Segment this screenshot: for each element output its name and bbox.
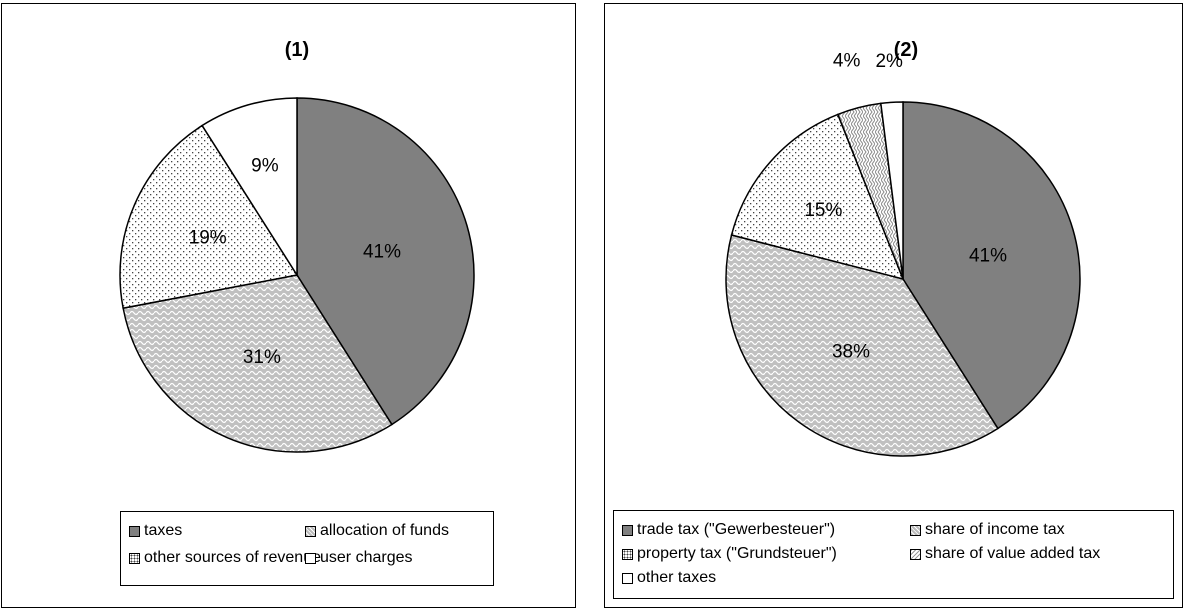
chart-title-1: (1) xyxy=(285,39,309,61)
chart-panel-1: (1) 41% 31% 19% 9% taxes allocation of funds… xyxy=(1,3,576,608)
legend-label: trade tax ("Gewerbesteuer") xyxy=(637,521,836,538)
slice-label-3: 9% xyxy=(251,156,279,177)
slice-label-2: 19% xyxy=(189,227,227,248)
legend-label: property tax ("Grundsteuer") xyxy=(637,545,837,562)
slice-label-0: 41% xyxy=(363,241,401,262)
legend-label: share of income tax xyxy=(925,521,1065,538)
chart-title-2: (2) xyxy=(894,39,918,61)
legend-swatch xyxy=(910,524,921,536)
slice-label-4: 2% xyxy=(875,51,903,72)
pie-slice-4 xyxy=(879,101,904,280)
pie-slice-1 xyxy=(122,274,393,453)
legend-1: taxes allocation of funds other sources of… xyxy=(120,511,494,586)
legend-item: share of value added tax xyxy=(910,543,1100,565)
pie-slice-1 xyxy=(725,234,999,457)
pie-slice-3 xyxy=(201,97,298,278)
legend-item: taxes xyxy=(129,520,182,542)
legend-swatch xyxy=(129,525,140,537)
legend-label: share of value added tax xyxy=(925,545,1101,562)
legend-swatch xyxy=(910,548,921,560)
pie-slice-0 xyxy=(296,97,475,426)
slice-label-0: 41% xyxy=(969,245,1007,266)
legend-swatch xyxy=(622,548,633,560)
slice-label-2: 15% xyxy=(804,200,842,221)
legend-item: user charges xyxy=(305,547,413,569)
legend-item: trade tax ("Gewerbesteuer") xyxy=(622,519,835,541)
pie-slice-2 xyxy=(119,124,299,310)
legend-item: property tax ("Grundsteuer") xyxy=(622,543,837,565)
legend-item: other taxes xyxy=(622,567,716,589)
legend-swatch xyxy=(622,572,633,584)
pie-chart-2: (2) 41% 38% 15% 4% 2% xyxy=(725,39,1081,457)
slice-label-1: 38% xyxy=(832,342,870,363)
pie-slice-2 xyxy=(730,113,905,281)
chart-panel-2: (2) 41% 38% 15% 4% 2% trade tax ("Gewerbeste… xyxy=(604,3,1183,608)
pie-chart-1: (1) 41% 31% 19% 9% xyxy=(119,39,475,453)
slice-label-1: 31% xyxy=(243,347,281,368)
legend-item: allocation of funds xyxy=(305,520,449,542)
legend-swatch xyxy=(305,525,316,537)
legend-item: other sources of revenue xyxy=(129,547,321,569)
legend-swatch xyxy=(622,524,633,536)
legend-label: other sources of revenue xyxy=(144,549,321,566)
legend-label: other taxes xyxy=(637,569,717,586)
legend-swatch xyxy=(305,552,316,564)
pie-slice-0 xyxy=(902,101,1081,430)
legend-label: taxes xyxy=(144,522,183,539)
slice-label-3: 4% xyxy=(833,51,861,72)
legend-label: user charges xyxy=(320,549,413,566)
legend-swatch xyxy=(129,552,140,564)
legend-2: trade tax ("Gewerbesteuer") share of inco… xyxy=(613,510,1174,599)
legend-label: allocation of funds xyxy=(320,522,449,539)
legend-item: share of income tax xyxy=(910,519,1065,541)
